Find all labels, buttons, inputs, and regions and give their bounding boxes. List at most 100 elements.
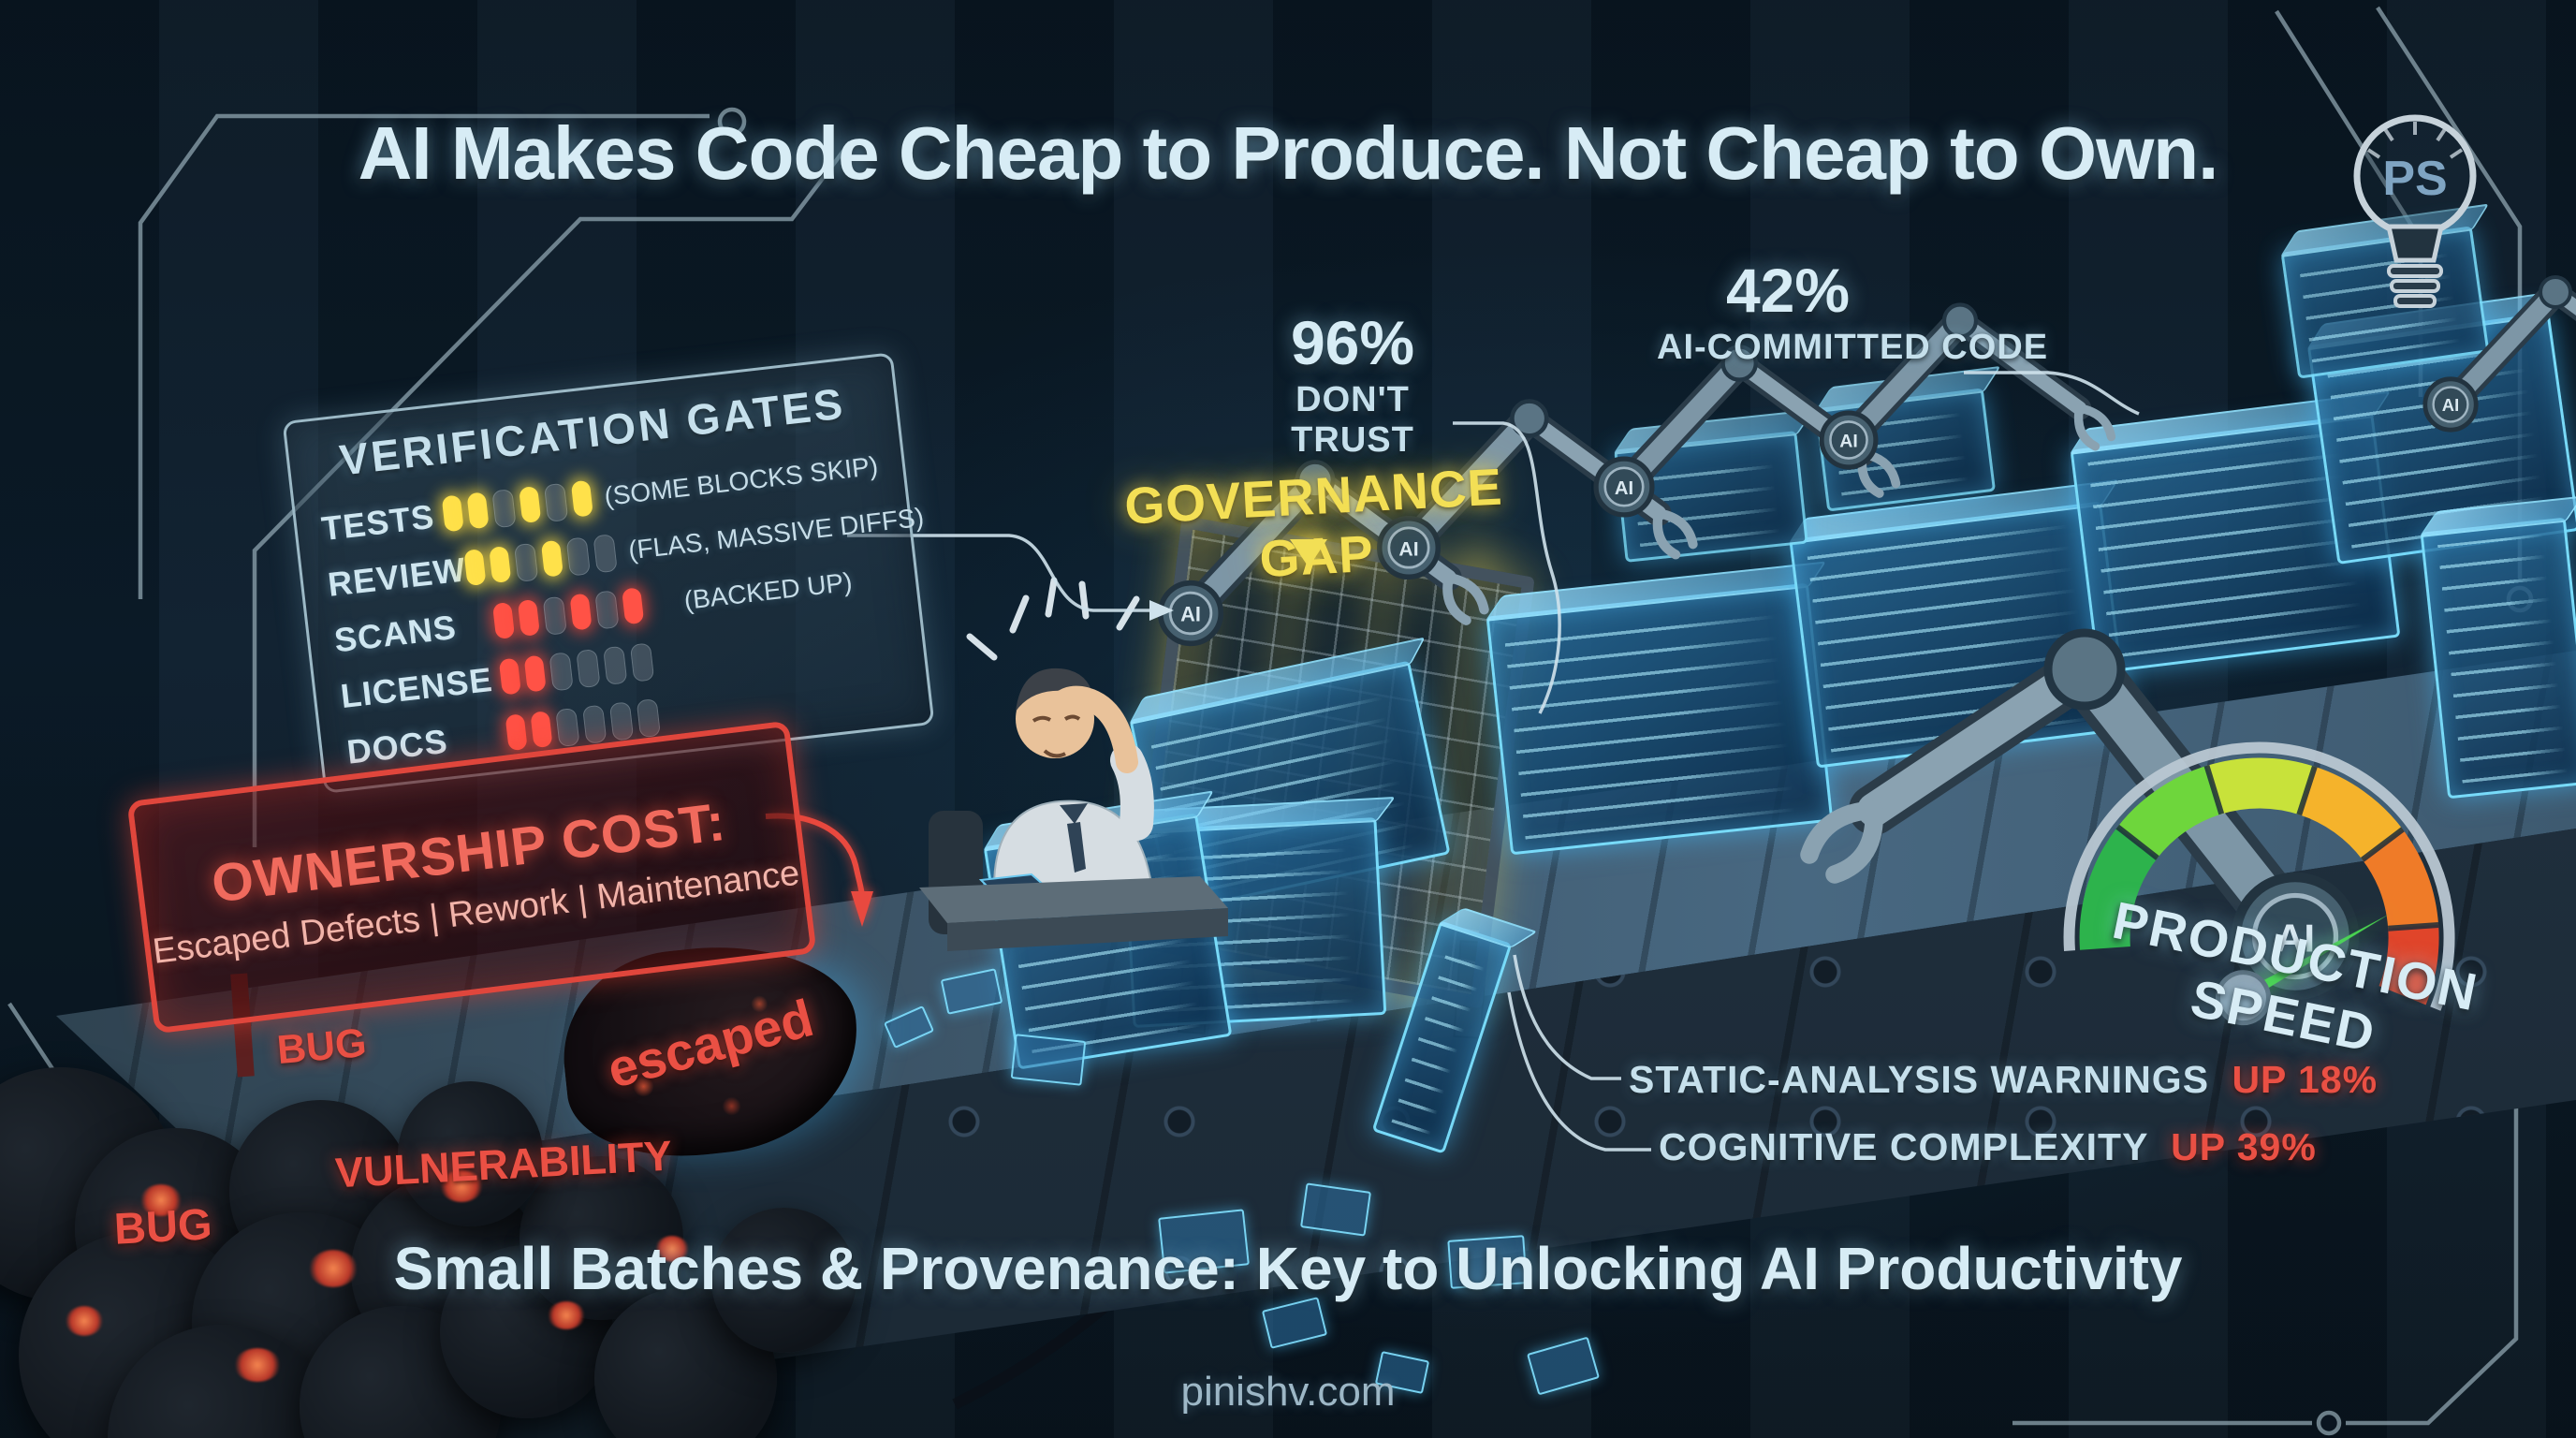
stat-value: 42% [1725, 256, 1851, 325]
gate-light-off [549, 652, 574, 692]
gate-light-off [636, 698, 662, 739]
ember [440, 1170, 483, 1202]
footer-url: pinishv.com [1180, 1369, 1396, 1415]
gate-light-red [505, 713, 528, 752]
gate-light-off [594, 590, 620, 630]
gate-light-red [569, 593, 593, 631]
gate-light-yellow [540, 539, 564, 578]
gate-light-off [629, 642, 655, 682]
governance-gap-pointer [1290, 539, 1327, 567]
worker-hair [1016, 668, 1094, 712]
gauge-seg-green [2079, 827, 2159, 950]
circuit-trace [252, 140, 852, 847]
smoke-puff [711, 1208, 856, 1353]
gauge-seg-deeporange [2362, 829, 2439, 930]
main-title: AI Makes Code Cheap to Produce. Not Chea… [358, 111, 2219, 195]
metric-delta: UP 18% [2232, 1058, 2378, 1101]
gate-light-yellow [489, 546, 512, 584]
gauge-ticks [2115, 764, 2439, 932]
gate-light-off [576, 648, 601, 689]
stress-marks [966, 577, 1140, 661]
verification-rows: TESTS (SOME BLOCKS SKIP) REVIEW (FLAS, MASS… [318, 438, 925, 781]
gate-label: TESTS [319, 496, 437, 549]
tagline: Small Batches & Provenance: Key to Unloc… [393, 1235, 2183, 1302]
gauge-dial [2063, 741, 2455, 1026]
worker-collar [1060, 803, 1088, 824]
ember [309, 1250, 358, 1287]
stat-label: DON'T TRUST [1291, 380, 1414, 460]
gauge-needle [2232, 914, 2390, 1007]
worker-eyebrow [1032, 715, 1051, 723]
ember [66, 1306, 103, 1336]
bulb-thread [2393, 294, 2437, 308]
dont-trust-line [1453, 421, 1561, 714]
gate-light-off [565, 536, 592, 577]
stat-value: 96% [1290, 308, 1415, 377]
gate-label: LICENSE [338, 659, 495, 716]
stat-dont-trust: 96% DON'T TRUST [1245, 307, 1460, 461]
gauge-seg-lightgreen [2117, 765, 2222, 859]
gate-light-off [603, 645, 628, 685]
ember [140, 1184, 182, 1216]
governance-gap-label: GOVERNANCE GAP [1122, 457, 1504, 589]
bulb-thread [2387, 264, 2443, 278]
gate-light-yellow [463, 549, 487, 587]
circuit-trace [2346, 1020, 2519, 1426]
metric-line-1 [1513, 954, 1621, 1080]
gate-light-red [523, 654, 547, 693]
gate-light-off [513, 542, 539, 582]
gauge-seg-red [2378, 925, 2439, 1005]
circuit-trace [138, 113, 710, 599]
ownership-arrowhead [851, 891, 873, 927]
stat-label: AI-COMMITTED CODE [1657, 328, 2049, 367]
circuit-node [2316, 1410, 2342, 1436]
ai-committed-line [1964, 371, 2140, 416]
metric-delta: UP 39% [2171, 1125, 2317, 1168]
gate-light-yellow [441, 494, 464, 533]
verification-gates-panel: VERIFICATION GATES TESTS (SOME BLOCKS SKI… [282, 352, 935, 794]
gate-light-off [491, 489, 517, 529]
gate-lights [441, 479, 594, 535]
worker-tie [1067, 822, 1086, 873]
desk-front [947, 908, 1228, 951]
metric-label: COGNITIVE COMPLEXITY [1659, 1125, 2148, 1168]
smoke-puff [398, 1081, 543, 1226]
gate-light-off [543, 482, 569, 522]
panel-to-gate-line [847, 534, 1149, 612]
ember [234, 1348, 281, 1382]
stat-ai-committed: 42% AI-COMMITTED CODE [1657, 255, 2049, 368]
gate-light-red [530, 711, 553, 749]
metric-cognitive-complexity: COGNITIVE COMPLEXITY UP 39% [1659, 1125, 2317, 1169]
gate-note [684, 689, 903, 714]
metric-label: STATIC-ANALYSIS WARNINGS [1629, 1058, 2210, 1101]
ember [548, 1301, 585, 1329]
bulb-thread [2390, 279, 2440, 293]
gate-light-off [608, 701, 635, 741]
gate-label: SCANS [331, 607, 459, 660]
metric-line-2 [1507, 991, 1651, 1152]
gate-light-off [582, 704, 607, 744]
worker-eyebrow [1063, 714, 1081, 721]
gate-lights [463, 534, 618, 588]
gate-light-yellow [466, 492, 490, 530]
gate-light-red [498, 657, 521, 696]
ps-lightbulb-logo: PS [2353, 114, 2477, 308]
gate-light-red [491, 601, 516, 640]
gate-label: REVIEW [326, 550, 468, 604]
gate-note [678, 634, 897, 659]
worker-mouth [1043, 749, 1066, 758]
production-speed-gauge [1984, 670, 2545, 1145]
gate-light-red [517, 598, 540, 637]
gate-light-red [622, 587, 645, 625]
gauge-hub [2215, 970, 2271, 1026]
gate-light-yellow [519, 486, 542, 524]
bulb-neck [2385, 224, 2445, 263]
gate-light-off [542, 595, 568, 636]
stressed-worker [919, 577, 1228, 951]
arrowhead [1149, 600, 1174, 621]
metric-static-analysis: STATIC-ANALYSIS WARNINGS UP 18% [1629, 1058, 2378, 1102]
gauge-rim [2063, 741, 2455, 1011]
